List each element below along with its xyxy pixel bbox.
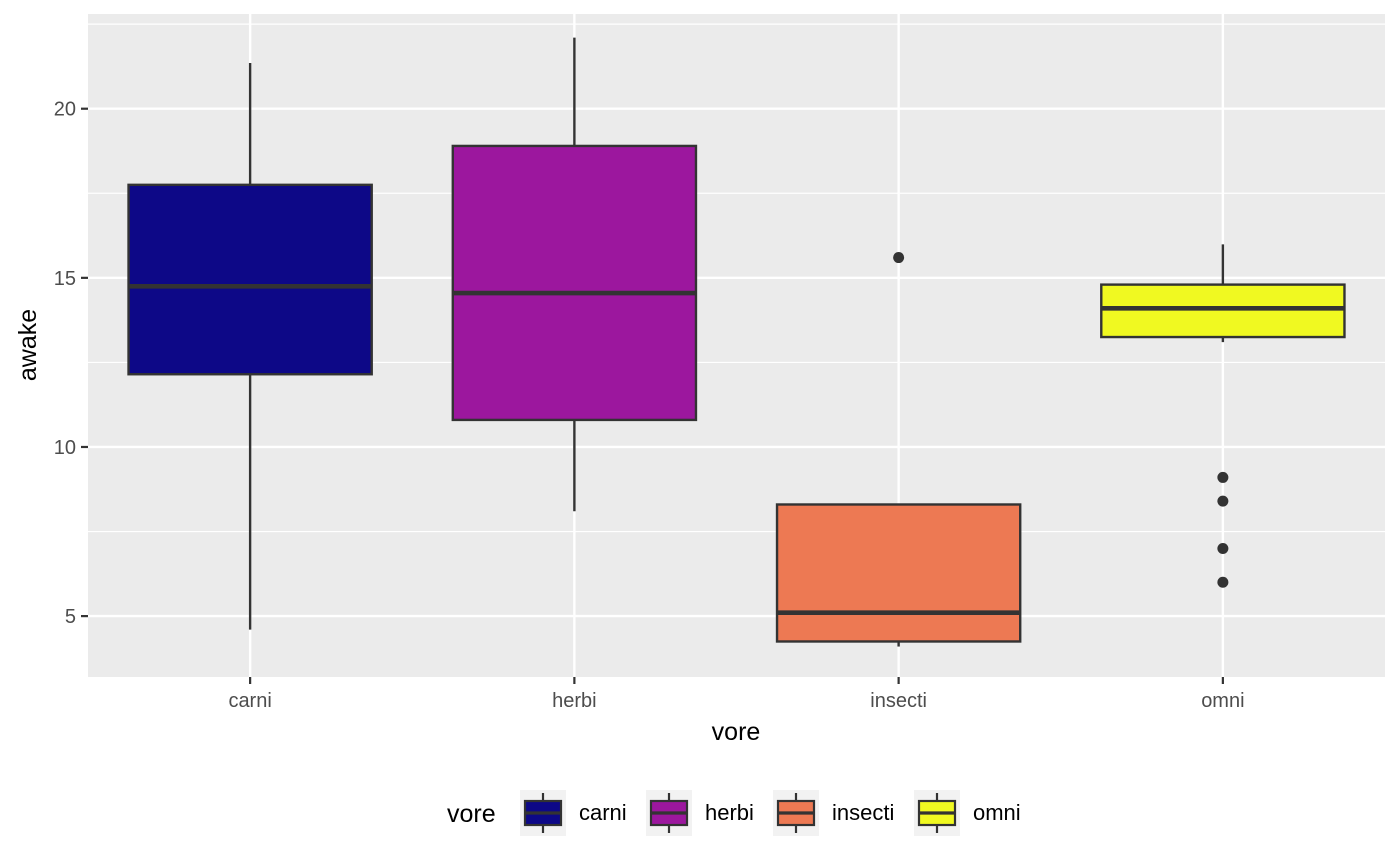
box-iqr bbox=[127, 183, 373, 376]
x-tick-label: omni bbox=[1201, 690, 1244, 712]
box-omni bbox=[1100, 244, 1346, 588]
y-tick-label: 15 bbox=[54, 268, 76, 290]
legend-label: herbi bbox=[705, 800, 754, 825]
outlier-point bbox=[1217, 471, 1229, 483]
legend-items: carni herbi insecti omni bbox=[520, 790, 1021, 836]
box-iqr bbox=[775, 503, 1022, 643]
outlier-point bbox=[1217, 576, 1229, 588]
y-tick-label: 20 bbox=[54, 99, 76, 121]
y-tick-label: 10 bbox=[54, 437, 76, 459]
box-insecti bbox=[775, 252, 1022, 647]
outlier-point bbox=[1217, 495, 1229, 507]
box-iqr bbox=[451, 144, 698, 422]
boxes bbox=[127, 37, 1346, 647]
x-tick-label: herbi bbox=[552, 690, 596, 712]
x-tick-label: carni bbox=[228, 690, 271, 712]
box-carni bbox=[127, 63, 373, 630]
outlier-point bbox=[1217, 542, 1229, 554]
legend-item-carni: carni bbox=[520, 790, 627, 836]
box-herbi bbox=[451, 37, 698, 512]
legend-item-herbi: herbi bbox=[646, 790, 754, 836]
y-tick-label: 5 bbox=[65, 606, 76, 628]
legend-title: vore bbox=[447, 800, 496, 828]
outlier-point bbox=[893, 252, 905, 264]
legend-item-omni: omni bbox=[914, 790, 1021, 836]
legend-item-insecti: insecti bbox=[773, 790, 894, 836]
legend-label: insecti bbox=[832, 800, 894, 825]
x-tick-label: insecti bbox=[870, 690, 927, 712]
legend: vore carni herbi insecti omni bbox=[447, 790, 1021, 836]
y-axis-title: awake bbox=[14, 309, 42, 381]
x-axis: carni herbi insecti omni bbox=[228, 677, 1245, 712]
legend-label: carni bbox=[579, 800, 627, 825]
box-iqr bbox=[1100, 283, 1346, 339]
y-axis: 5 10 15 20 bbox=[54, 99, 88, 628]
x-axis-title: vore bbox=[712, 718, 761, 746]
legend-label: omni bbox=[973, 800, 1021, 825]
